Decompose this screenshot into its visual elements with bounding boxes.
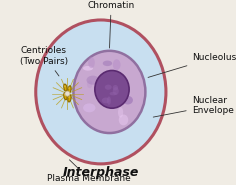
Text: Chromatin: Chromatin — [88, 1, 135, 48]
Text: Plasma Membrane: Plasma Membrane — [47, 160, 131, 183]
Ellipse shape — [97, 83, 105, 88]
Ellipse shape — [83, 103, 96, 112]
Ellipse shape — [113, 87, 119, 95]
Ellipse shape — [64, 94, 66, 96]
Text: Nuclear
Envelope: Nuclear Envelope — [153, 96, 233, 117]
Ellipse shape — [118, 107, 123, 118]
Ellipse shape — [110, 92, 117, 95]
Ellipse shape — [88, 57, 95, 68]
Text: Interphase: Interphase — [63, 166, 139, 179]
Ellipse shape — [36, 20, 166, 164]
Ellipse shape — [107, 96, 111, 105]
Ellipse shape — [73, 51, 145, 133]
Ellipse shape — [68, 96, 70, 98]
Ellipse shape — [100, 87, 112, 96]
Ellipse shape — [68, 86, 71, 93]
Ellipse shape — [114, 76, 121, 83]
Ellipse shape — [123, 96, 133, 105]
Ellipse shape — [87, 80, 92, 88]
Circle shape — [65, 91, 70, 96]
Ellipse shape — [87, 76, 99, 85]
Ellipse shape — [83, 66, 93, 71]
Ellipse shape — [95, 70, 129, 108]
Ellipse shape — [64, 85, 66, 87]
Ellipse shape — [123, 91, 131, 97]
Ellipse shape — [105, 85, 112, 90]
Ellipse shape — [113, 59, 121, 70]
Ellipse shape — [68, 95, 71, 102]
Ellipse shape — [68, 87, 70, 89]
Ellipse shape — [64, 84, 67, 91]
Ellipse shape — [64, 93, 67, 100]
Ellipse shape — [103, 60, 112, 66]
Ellipse shape — [102, 97, 110, 103]
Ellipse shape — [119, 115, 128, 125]
Ellipse shape — [113, 85, 118, 90]
Text: Nucleolus: Nucleolus — [148, 53, 236, 77]
Text: Centrioles
(Two Pairs): Centrioles (Two Pairs) — [20, 46, 68, 76]
